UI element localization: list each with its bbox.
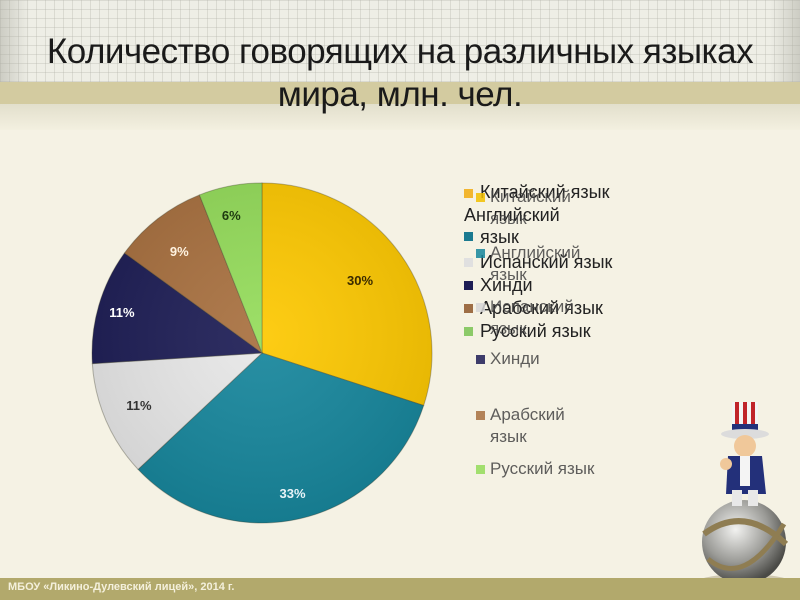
legend-swatch — [464, 327, 473, 336]
legend2-item-spanish: Испанский язык — [476, 296, 574, 340]
footer-credit: МБОУ «Ликино-Дулевский лицей», 2014 г. — [8, 581, 235, 593]
header-shadow-left — [0, 0, 30, 84]
legend2-item-english: Английский язык — [476, 242, 580, 286]
legend-label: Испанский язык — [480, 252, 613, 272]
legend-item-spanish: Испанский язык — [464, 252, 664, 272]
legend-label: Английский — [490, 243, 581, 262]
legend2-item-chinese: Китайский язык — [476, 186, 571, 230]
slide-title: Количество говорящих на различных языках… — [0, 30, 800, 116]
legend-label: Русский язык — [480, 321, 591, 341]
legend-label-line2: язык — [490, 265, 527, 284]
legend-label: Арабский — [490, 405, 565, 424]
legend-swatch — [476, 465, 485, 474]
legend-label: Арабский язык — [480, 298, 603, 318]
legend-primary: Китайский язык Английский язык Испанский… — [464, 183, 664, 341]
header-band — [0, 82, 800, 104]
legend-label: Испанский — [490, 297, 574, 316]
pie-slice-label: 6% — [221, 208, 241, 224]
header-shadow-right — [770, 0, 800, 84]
header-grid-background — [0, 0, 800, 84]
legend-label-line2: язык — [490, 427, 527, 446]
pie-svg — [91, 182, 433, 524]
legend-swatch — [464, 258, 473, 267]
header-band-fade — [0, 104, 800, 130]
legend-label-line2: язык — [490, 319, 527, 338]
legend-item-chinese: Китайский язык — [464, 183, 664, 202]
legend-item-english: Английский язык — [464, 204, 560, 248]
legend-item-russian: Русский язык — [464, 321, 664, 341]
legend2-item-russian: Русский язык — [476, 458, 594, 480]
legend-swatch — [476, 249, 485, 258]
footer-bar: МБОУ «Ликино-Дулевский лицей», 2014 г. — [0, 578, 800, 600]
pie-slice-label: 11% — [126, 397, 152, 413]
legend-swatch — [464, 281, 473, 290]
legend-label: Хинди — [480, 275, 533, 295]
pie-chart: 30% 33% 11% 11% 9% 6% — [88, 180, 438, 528]
legend-label: Русский язык — [490, 459, 595, 478]
legend2-item-hindi: Хинди — [476, 348, 540, 370]
legend-label: Китайский — [490, 187, 571, 206]
pie-slice-label: 33% — [279, 486, 306, 502]
title-line-2: мира, млн. чел. — [277, 75, 523, 114]
legend-label: Английский язык — [464, 205, 560, 247]
legend-label: Китайский язык — [480, 182, 610, 202]
legend-swatch — [476, 303, 485, 312]
pie-slice-label: 30% — [347, 273, 374, 289]
legend-label-line2: язык — [490, 209, 527, 228]
legend-item-hindi: Хинди — [464, 275, 664, 295]
legend-swatch — [476, 355, 485, 364]
title-line-1: Количество говорящих на различных языках — [46, 32, 754, 71]
pie-slice-label: 9% — [169, 244, 189, 260]
legend-swatch — [464, 304, 473, 313]
legend-label: Хинди — [490, 349, 540, 368]
legend-swatch — [476, 411, 485, 420]
legend-item-arabic: Арабский язык — [464, 298, 664, 318]
uncle-sam-globe-illustration — [688, 394, 796, 594]
legend-swatch — [464, 189, 473, 198]
legend-swatch — [464, 232, 473, 241]
legend-swatch — [476, 193, 485, 202]
legend2-item-arabic: Арабский язык — [476, 404, 565, 448]
pie-slice-label: 11% — [109, 304, 135, 320]
